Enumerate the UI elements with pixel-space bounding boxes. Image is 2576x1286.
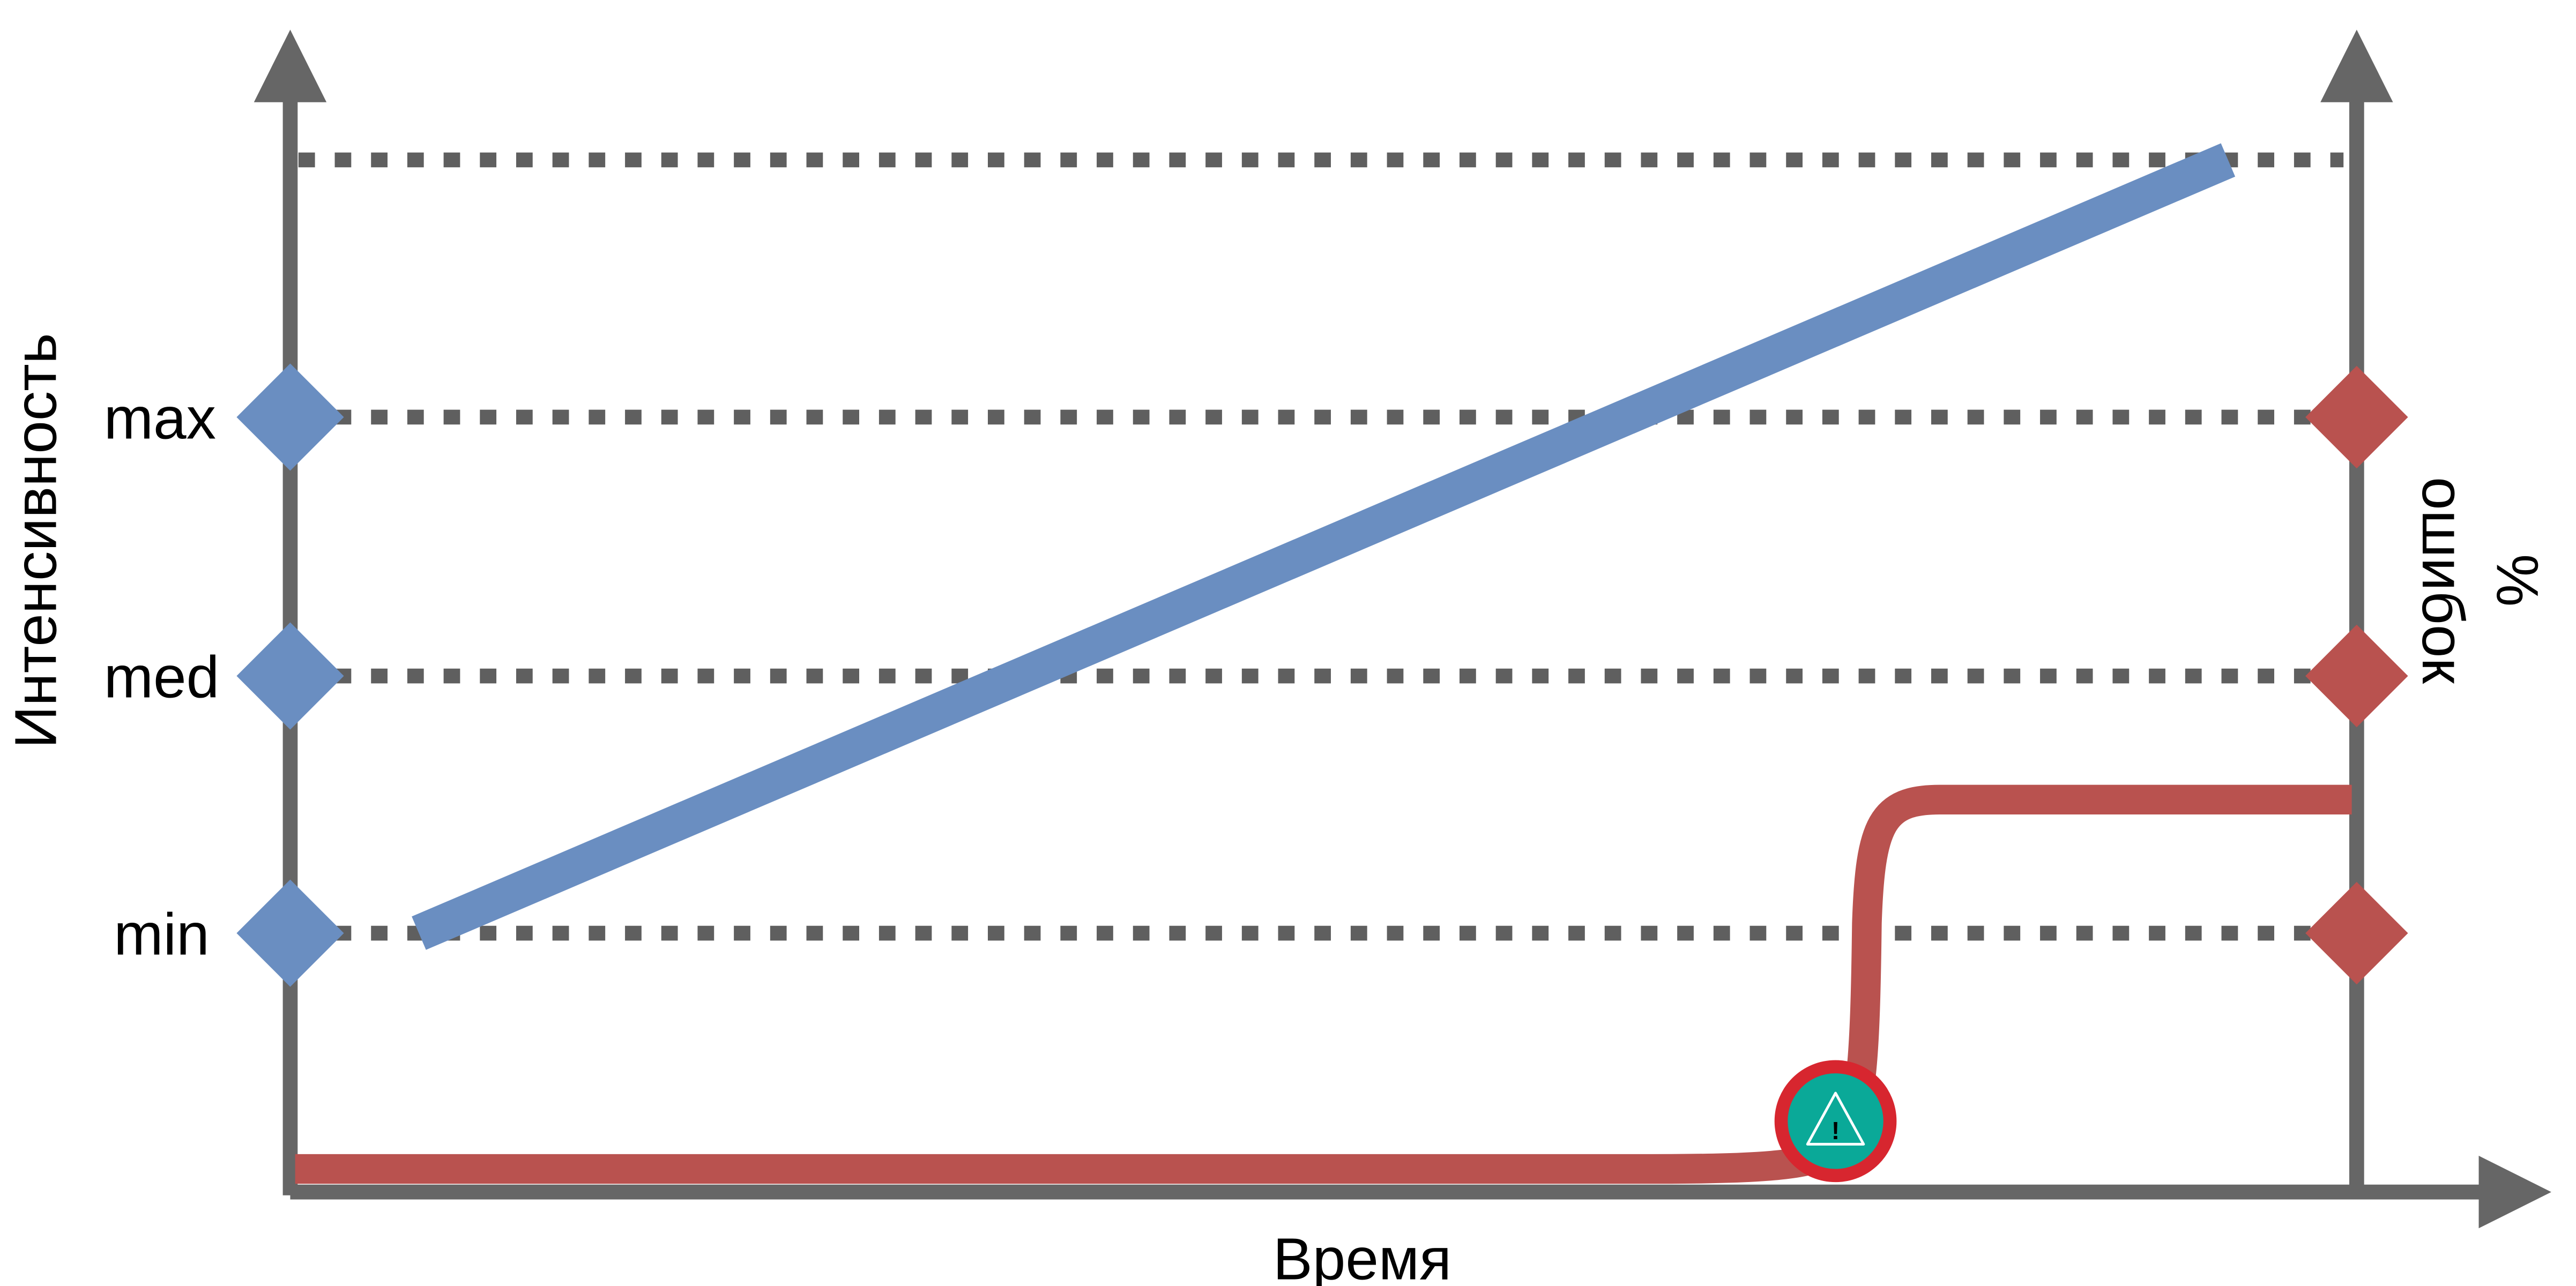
x-axis-title: Время: [1273, 1227, 1451, 1286]
left-y-arrowhead: [254, 29, 327, 102]
warning-exclamation: !: [1832, 1117, 1840, 1145]
axis-arrowheads: [254, 29, 2551, 1229]
level-label-med: med: [104, 645, 219, 711]
right-level-markers: [2305, 365, 2408, 985]
marker-med-left: [236, 622, 344, 730]
warning-triangle-icon: [1806, 1091, 1865, 1146]
marker-min-right: [2305, 881, 2408, 985]
marker-max-left: [236, 363, 344, 471]
marker-med-right: [2305, 624, 2408, 728]
warning-marker: !: [1774, 1060, 1897, 1183]
x-arrowhead: [2478, 1155, 2551, 1229]
right-y-arrowhead: [2320, 29, 2393, 102]
right-axis-title-errors: ошибок: [2410, 477, 2476, 684]
gridlines: [298, 152, 2344, 941]
left-level-markers: [236, 363, 344, 987]
marker-max-right: [2305, 365, 2408, 469]
level-label-min: min: [114, 902, 209, 968]
marker-min-left: [236, 879, 344, 987]
right-axis-title-percent: %: [2484, 554, 2550, 607]
level-label-max: max: [104, 385, 216, 451]
axes: [282, 91, 2492, 1200]
left-axis-title: Интенсивность: [3, 333, 69, 749]
intensity-line: [412, 143, 2236, 950]
